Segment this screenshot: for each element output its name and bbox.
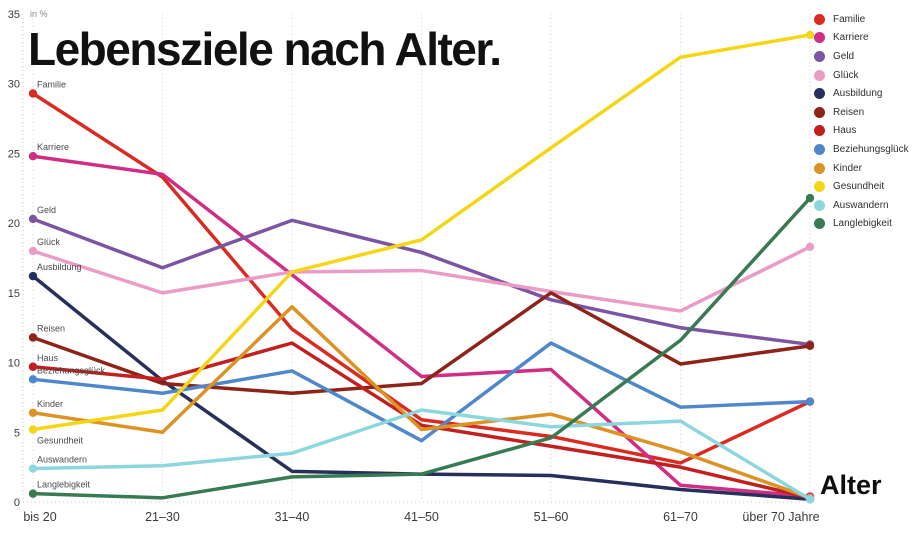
series-start-label-karriere: Karriere bbox=[37, 142, 69, 152]
legend-dot-langlebigkeit bbox=[814, 218, 825, 230]
series-line-gesundheit bbox=[31, 33, 812, 432]
legend-dot-geld bbox=[814, 50, 825, 62]
legend-label-kinder: Kinder bbox=[833, 162, 862, 174]
legend-label-geld: Geld bbox=[833, 50, 855, 62]
x-tick-label-21-30: 21–30 bbox=[145, 510, 180, 524]
series-start-dot-ausbildung bbox=[28, 271, 38, 281]
x-tick-label-41-50: 41–50 bbox=[404, 510, 439, 524]
legend-dot-reisen bbox=[814, 106, 825, 118]
series-line-kinder bbox=[31, 305, 812, 500]
x-tick-label-31-40: 31–40 bbox=[275, 510, 310, 524]
x-axis-title: Alter bbox=[820, 470, 882, 500]
y-tick-label-15: 15 bbox=[8, 288, 20, 300]
legend-item-gluck: Glück bbox=[814, 66, 909, 85]
legend-item-karriere: Karriere bbox=[814, 29, 909, 48]
legend-item-familie: Familie bbox=[814, 10, 909, 29]
y-tick-label-25: 25 bbox=[8, 148, 20, 160]
series-start-dot-karriere bbox=[28, 152, 38, 161]
legend-item-langlebigkeit: Langlebigkeit bbox=[814, 215, 909, 234]
legend-dot-gluck bbox=[814, 69, 825, 81]
series-start-dot-langlebigkeit bbox=[28, 489, 38, 498]
series-start-label-langlebigkeit: Langlebigkeit bbox=[37, 480, 91, 490]
y-tick-label-10: 10 bbox=[8, 358, 20, 370]
series-start-dot-familie bbox=[28, 89, 38, 98]
legend-label-gluck: Glück bbox=[833, 69, 859, 81]
series-line-beziehungsgluck bbox=[31, 341, 812, 443]
series-start-label-geld: Geld bbox=[37, 205, 56, 215]
legend-dot-gesundheit bbox=[814, 181, 825, 193]
x-tick-label-61-70: 61–70 bbox=[663, 510, 698, 524]
series-end-dot-reisen bbox=[805, 341, 815, 351]
legend-dot-kinder bbox=[814, 162, 825, 174]
legend-label-gesundheit: Gesundheit bbox=[833, 181, 885, 193]
series-start-label-kinder: Kinder bbox=[37, 399, 63, 409]
series-start-dot-geld bbox=[28, 214, 38, 224]
legend-label-karriere: Karriere bbox=[833, 32, 869, 44]
series-line-reisen bbox=[31, 291, 812, 395]
legend-item-ausbildung: Ausbildung bbox=[814, 84, 909, 103]
legend-item-reisen: Reisen bbox=[814, 103, 909, 122]
series-start-label-reisen: Reisen bbox=[37, 323, 65, 333]
legend-dot-familie bbox=[814, 13, 825, 25]
series-end-dot-beziehungsgluck bbox=[805, 397, 815, 406]
series-start-label-familie: Familie bbox=[37, 79, 66, 89]
series-line-karriere bbox=[31, 154, 812, 499]
y-tick-label-20: 20 bbox=[8, 218, 20, 230]
legend-dot-haus bbox=[814, 125, 825, 137]
legend-label-auswandern: Auswandern bbox=[833, 199, 889, 211]
series-end-dot-auswandern bbox=[805, 495, 815, 504]
y-tick-label-0: 0 bbox=[14, 497, 20, 509]
series-start-label-haus: Haus bbox=[37, 353, 59, 363]
page-title: Lebensziele nach Alter. bbox=[28, 23, 502, 75]
legend-item-gesundheit: Gesundheit bbox=[814, 177, 909, 196]
y-tick-label-30: 30 bbox=[8, 79, 20, 91]
y-axis-unit-label: in % bbox=[30, 9, 48, 19]
series-start-label-ausbildung: Ausbildung bbox=[37, 262, 82, 272]
x-tick-label-51-60: 51–60 bbox=[534, 510, 569, 524]
series-start-dot-haus bbox=[28, 362, 38, 371]
series-line-auswandern bbox=[31, 408, 812, 501]
x-tick-label-bis-20: bis 20 bbox=[23, 510, 56, 524]
legend-dot-karriere bbox=[814, 32, 825, 44]
legend-dot-beziehungsgluck bbox=[814, 143, 825, 155]
series-start-dot-reisen bbox=[28, 333, 38, 342]
series-start-dot-auswandern bbox=[28, 464, 38, 473]
series-start-label-gesundheit: Gesundheit bbox=[37, 435, 84, 445]
legend-label-familie: Familie bbox=[833, 13, 866, 25]
legend-item-beziehungsgluck: Beziehungsglück bbox=[814, 140, 909, 159]
legend-label-ausbildung: Ausbildung bbox=[833, 88, 883, 100]
legend: Familie Karriere Geld Glück Ausbildung Reisen… bbox=[814, 10, 909, 233]
legend-label-reisen: Reisen bbox=[833, 106, 865, 118]
series-end-dot-gesundheit bbox=[805, 30, 815, 40]
legend-item-kinder: Kinder bbox=[814, 159, 909, 178]
y-tick-label-35: 35 bbox=[8, 9, 20, 21]
series-start-dot-gesundheit bbox=[28, 425, 38, 434]
series-start-label-beziehungsgluck: Beziehungsglück bbox=[37, 365, 106, 375]
y-tick-label-5: 5 bbox=[14, 427, 20, 439]
legend-label-langlebigkeit: Langlebigkeit bbox=[833, 218, 892, 230]
series-start-dot-beziehungsgluck bbox=[28, 375, 38, 384]
series-start-label-auswandern: Auswandern bbox=[37, 455, 87, 465]
series-line-haus bbox=[31, 341, 812, 500]
legend-label-beziehungsgluck: Beziehungsglück bbox=[833, 143, 909, 155]
series-line-geld bbox=[31, 217, 812, 347]
series-line-familie bbox=[31, 91, 812, 465]
legend-item-geld: Geld bbox=[814, 47, 909, 66]
series-line-langlebigkeit bbox=[31, 196, 812, 500]
x-tick-label-uber-70-jahre: über 70 Jahre bbox=[742, 510, 819, 524]
series-line-gluck bbox=[31, 245, 812, 313]
legend-item-auswandern: Auswandern bbox=[814, 196, 909, 215]
series-start-dot-gluck bbox=[28, 246, 38, 256]
series-start-label-gluck: Glück bbox=[37, 237, 61, 247]
legend-item-haus: Haus bbox=[814, 122, 909, 141]
series-start-dot-kinder bbox=[28, 408, 38, 417]
legend-dot-auswandern bbox=[814, 199, 825, 211]
series-end-dot-langlebigkeit bbox=[805, 193, 815, 203]
legend-label-haus: Haus bbox=[833, 125, 857, 137]
legend-dot-ausbildung bbox=[814, 88, 825, 100]
series-end-dot-gluck bbox=[805, 242, 815, 252]
